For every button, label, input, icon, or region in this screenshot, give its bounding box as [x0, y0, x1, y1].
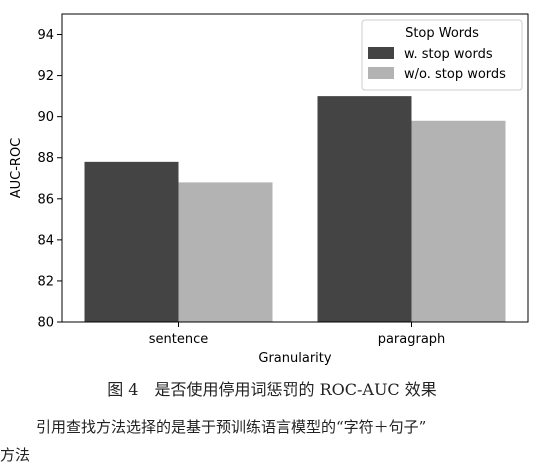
bar-paragraph-with-stop-words — [317, 96, 412, 322]
x-tick-label: paragraph — [378, 332, 446, 347]
legend-title: Stop Words — [405, 26, 479, 41]
y-tick-label: 94 — [37, 28, 54, 43]
bar-sentence-without-stop-words — [178, 182, 273, 322]
bar-paragraph-without-stop-words — [411, 120, 506, 322]
y-tick-label: 80 — [37, 316, 54, 331]
x-axis-label: Granularity — [258, 351, 331, 366]
legend-box — [361, 19, 523, 91]
y-tick-label: 88 — [37, 151, 54, 166]
x-tick-label: sentence — [149, 332, 209, 347]
y-tick-label: 84 — [37, 233, 54, 248]
chart-svg: sentence paragraph 80 82 84 86 88 90 92 94 Granula… — [9, 13, 529, 366]
y-tick-label: 86 — [37, 192, 54, 207]
y-tick-label: 90 — [37, 110, 54, 125]
body-text-line-2: 方法 — [0, 446, 31, 464]
legend-swatch-without-stop-words — [368, 67, 394, 79]
legend-label-without-stop-words: w/o. stop words — [404, 67, 506, 82]
legend-swatch-with-stop-words — [368, 47, 394, 59]
y-tick-label: 92 — [37, 69, 54, 84]
bar-chart: sentence paragraph 80 82 84 86 88 90 92 94 Granula… — [9, 13, 529, 366]
plot-frame — [61, 13, 529, 323]
y-axis-label: AUC-ROC — [9, 138, 24, 199]
legend-label-with-stop-words: w. stop words — [404, 47, 493, 62]
body-text-line-1: 引用查找方法选择的是基于预训练语言模型的“字符＋句子” — [36, 418, 427, 436]
y-tick-label: 82 — [37, 274, 54, 289]
bar-sentence-with-stop-words — [84, 161, 179, 322]
figure-caption: 图 4 是否使用停用词惩罚的 ROC-AUC 效果 — [107, 380, 437, 399]
